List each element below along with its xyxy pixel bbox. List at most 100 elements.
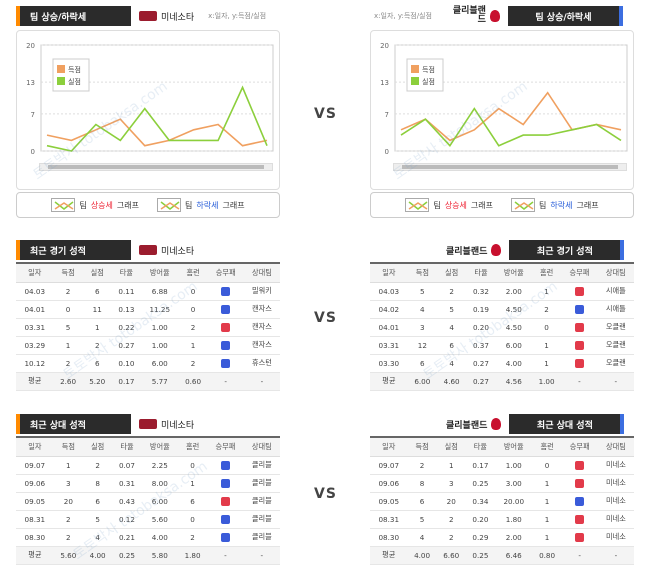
legend-label: 득점 — [422, 66, 435, 74]
table-cell: 04.01 — [16, 300, 54, 319]
legend-swatch — [411, 65, 419, 73]
loss-badge-icon — [575, 532, 585, 542]
table-cell: 4 — [407, 528, 437, 547]
table-row: 08.30 2 4 0.21 4.00 2 클리블 — [16, 528, 280, 547]
left-h2h-header: 최근 상대 성적 미네소타 — [16, 414, 202, 434]
table-cell: 2.25 — [141, 456, 178, 475]
table-cell: 0.25 — [465, 546, 495, 565]
right-axis-info: x:일자, y:득점/실점 — [374, 12, 432, 20]
left-recent-header: 최근 경기 성적 미네소타 — [16, 240, 202, 260]
win-badge-icon — [220, 478, 230, 488]
table-row: 08.30 4 2 0.29 2.00 1 미네소 — [370, 528, 634, 547]
loss-badge-icon — [575, 514, 585, 524]
legend-up: 팀 상승세 그래프 — [51, 198, 139, 212]
left-recent-team: 미네소타 — [131, 244, 202, 257]
col-header: 실점 — [82, 438, 113, 457]
right-h2h-tab[interactable]: 최근 상대 성적 — [509, 414, 625, 434]
table-cell: 2 — [53, 510, 83, 529]
table-cell: 미네소 — [597, 528, 634, 547]
table-cell: 캔자스 — [243, 300, 280, 319]
table-cell: - — [597, 546, 634, 565]
col-header: 방어율 — [141, 438, 178, 457]
table-cell: 미네소 — [597, 510, 634, 529]
guardians-logo-icon-2 — [491, 244, 502, 256]
left-team-label: 미네소타 — [131, 10, 202, 23]
table-cell: 09.06 — [370, 474, 408, 493]
left-trend-tab[interactable]: 팀 상승/하락세 — [16, 6, 131, 26]
result-cell — [207, 318, 244, 337]
table-row: 03.31 12 6 0.37 6.00 1 오클랜 — [370, 336, 634, 355]
right-chart-scrollbar[interactable] — [393, 163, 627, 171]
table-cell: 3.00 — [495, 474, 533, 493]
result-cell — [207, 474, 244, 493]
table-cell: 6 — [407, 492, 437, 511]
result-cell — [561, 354, 598, 373]
table-row: 09.05 6 20 0.34 20.00 1 미네소 — [370, 492, 634, 511]
table-cell: 8 — [82, 474, 113, 493]
left-recent-tab[interactable]: 최근 경기 성적 — [16, 240, 131, 260]
loss-badge-icon — [575, 460, 585, 470]
left-axis-info: x:일자, y:득점/실점 — [208, 12, 267, 20]
right-scroll-thumb[interactable] — [402, 165, 618, 169]
y-tick-label: 13 — [26, 79, 35, 87]
col-header: 홈런 — [177, 438, 208, 457]
table-cell: 0.17 — [465, 456, 495, 475]
table-cell: 6.46 — [495, 546, 533, 565]
table-cell: 1 — [532, 474, 562, 493]
table-row: 09.06 8 3 0.25 3.00 1 미네소 — [370, 474, 634, 493]
left-chart-scrollbar[interactable] — [39, 163, 273, 171]
table-cell: 09.05 — [370, 492, 408, 511]
right-h2h-table: 일자 득점 실점 타율 방어율 홈런 승무패 상대팀 09.07 2 1 0.17 1.00 0 미네소 09… — [370, 436, 634, 565]
result-cell — [561, 318, 598, 337]
chart-legend-box — [52, 58, 90, 92]
table-row: 03.29 1 2 0.27 1.00 1 캔자스 — [16, 336, 280, 355]
twins-logo-icon — [139, 11, 157, 21]
up-graph-icon — [51, 198, 76, 212]
table-cell: 04.03 — [370, 282, 408, 301]
table-cell: - — [597, 372, 634, 391]
table-cell: 04.03 — [16, 282, 54, 301]
right-recent-header: 클리블랜드 최근 경기 성적 — [438, 240, 625, 260]
table-row: 08.31 2 5 0.12 5.60 0 클리블 — [16, 510, 280, 529]
table-row: 09.07 1 2 0.07 2.25 0 클리블 — [16, 456, 280, 475]
table-cell: 4.50 — [495, 300, 532, 319]
table-cell: 1.80 — [495, 510, 533, 529]
legend-swatch — [411, 77, 419, 85]
table-cell: 5 — [82, 510, 113, 529]
left-chart-box: 20 13 7 0 득점 실점 — [16, 30, 280, 190]
left-h2h-tab[interactable]: 최근 상대 성적 — [16, 414, 131, 434]
table-cell: 0.10 — [111, 354, 141, 373]
table-cell: 6 — [177, 492, 208, 511]
table-cell: 0.11 — [111, 282, 141, 301]
y-tick-label: 0 — [385, 148, 389, 156]
table-cell: 2 — [407, 456, 437, 475]
result-cell — [207, 300, 244, 319]
table-cell: 평균 — [370, 372, 408, 391]
right-recent-tab[interactable]: 최근 경기 성적 — [509, 240, 625, 260]
result-cell — [561, 474, 598, 493]
table-cell: 1 — [531, 336, 562, 355]
left-h2h-table: 일자 득점 실점 타율 방어율 홈런 승무패 상대팀 09.07 1 2 0.07 2.25 0 클리블 09… — [16, 436, 280, 565]
table-cell: 3 — [436, 474, 466, 493]
table-cell: 04.02 — [370, 300, 408, 319]
left-scroll-thumb[interactable] — [48, 165, 264, 169]
col-header: 득점 — [53, 264, 83, 283]
twins-logo-icon-3 — [139, 419, 157, 429]
left-recent-team-name: 미네소타 — [161, 246, 195, 257]
table-cell: 2 — [82, 456, 113, 475]
table-cell: 0.31 — [112, 474, 142, 493]
col-header: 방어율 — [141, 264, 179, 283]
table-cell: 08.30 — [16, 528, 54, 547]
left-recent-table: 일자 득점 실점 타율 방어율 홈런 승무패 상대팀 04.03 2 6 0.11 6.88 0 밀워키 04… — [16, 262, 280, 391]
table-cell: 휴스턴 — [243, 354, 280, 373]
y-tick-label: 7 — [385, 111, 389, 119]
table-row: 09.07 2 1 0.17 1.00 0 미네소 — [370, 456, 634, 475]
table-cell: 2 — [82, 336, 112, 355]
right-team-name: 클리블랜드 — [452, 6, 486, 25]
right-trend-tab[interactable]: 팀 상승/하락세 — [507, 6, 623, 26]
table-cell: 5 — [53, 318, 83, 337]
result-cell — [207, 528, 244, 547]
down-graph-icon-r — [511, 198, 535, 212]
table-cell: 평균 — [370, 546, 408, 565]
table-cell: 1.80 — [177, 546, 208, 565]
